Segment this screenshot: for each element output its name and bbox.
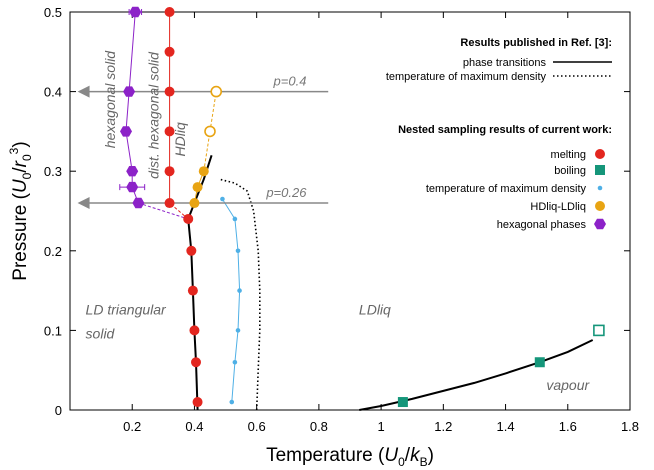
x-tick-label: 0.8	[310, 419, 328, 434]
region-label-solid: solid	[86, 325, 116, 341]
hexagonal-point	[129, 6, 142, 18]
x-axis-title: Temperature (U0/kB)	[266, 445, 434, 469]
x-tick-label: 1.6	[559, 419, 577, 434]
melting-point	[164, 86, 175, 97]
x-tick-label: 0.6	[248, 419, 266, 434]
legend-current-header: Nested sampling results of current work:	[398, 124, 612, 136]
published-transition-line	[359, 339, 594, 411]
legend: Results published in Ref. [3]: phase tran…	[386, 37, 612, 231]
y-tick-label: 0.2	[44, 244, 62, 259]
y-axis-title: Pressure (U0/r03)	[7, 141, 34, 280]
hexagonal-point	[126, 181, 139, 193]
legend-entry-phase-transitions: phase transitions	[463, 57, 547, 69]
hdliq-ldliq-point	[189, 198, 200, 209]
melting-point	[164, 166, 175, 177]
tmd-point	[220, 196, 225, 202]
x-tick-label: 1.4	[497, 419, 515, 434]
legend-entry: boiling	[554, 165, 586, 177]
hexagonal-point	[126, 166, 139, 177]
legend-symbol-tmd	[597, 185, 603, 191]
melting-point	[192, 397, 203, 408]
legend-symbol-hexagonal	[594, 218, 606, 230]
tmd-point	[232, 359, 238, 365]
legend-entry: temperature of maximum density	[426, 183, 587, 195]
melting-point	[189, 325, 200, 336]
legend-entry: hexagonal phases	[497, 219, 587, 231]
melting-point	[187, 285, 198, 296]
hdliq-ldliq-open-point	[210, 85, 223, 98]
pressure-arrowhead	[77, 197, 90, 210]
boiling-open-point	[593, 324, 605, 337]
y-tick-label: 0.4	[44, 85, 62, 100]
tmd-point	[237, 288, 242, 293]
hexagonal-link-line	[138, 202, 189, 220]
y-tick-label: 0	[55, 403, 62, 418]
tmd-point	[229, 399, 235, 405]
tmd-point	[235, 328, 241, 333]
tmd-point	[235, 248, 241, 254]
x-tick-label: 0.4	[185, 419, 203, 434]
region-label-hdliq: HDliq	[172, 122, 188, 156]
x-tick-label: 0.2	[123, 419, 141, 434]
pressure-arrowhead	[77, 85, 90, 98]
x-tick-label: 1	[377, 419, 384, 434]
melting-point	[164, 46, 175, 57]
legend-published-header: Results published in Ref. [3]:	[460, 37, 612, 49]
y-tick-label: 0.1	[44, 323, 62, 338]
boiling-point	[534, 357, 545, 368]
hdliq-ldliq-point	[198, 166, 209, 177]
legend-symbol-melting	[595, 149, 605, 159]
y-tick-label: 0.5	[44, 5, 62, 20]
x-tick-label: 1.8	[621, 419, 639, 434]
region-label-hexagonal-solid: hexagonal solid	[102, 50, 118, 149]
legend-symbol-hdliq-ldliq	[595, 201, 605, 211]
published-tmd-line	[219, 178, 261, 411]
tmd-point	[232, 216, 238, 222]
melting-point	[164, 7, 175, 17]
hdliq-ldliq-point	[192, 182, 203, 193]
pressure-line-label: p=0.4	[273, 74, 307, 89]
hexagonal-point	[132, 197, 145, 209]
boiling-point	[397, 397, 408, 408]
series-points	[119, 6, 605, 408]
legend-symbol-boiling	[595, 165, 605, 175]
melting-point	[164, 198, 175, 209]
pressure-line-label: p=0.26	[265, 185, 307, 200]
region-labels: hexagonal solid dist. hexagonal solid HDli…	[86, 50, 591, 393]
y-tick-label: 0.3	[44, 164, 62, 179]
region-label-dist-hexagonal-solid: dist. hexagonal solid	[146, 51, 162, 179]
melting-point	[191, 357, 201, 368]
hexagonal-point	[123, 86, 136, 97]
region-label-ld-triangular: LD triangular	[86, 301, 167, 317]
melting-point	[164, 126, 175, 137]
hdliq-ldliq-open-point	[204, 125, 216, 138]
legend-entry: HDliq-LDliq	[530, 201, 586, 213]
melting-point	[186, 245, 197, 256]
legend-entry-published-tmd: temperature of maximum density	[386, 71, 547, 83]
region-label-vapour: vapour	[546, 377, 590, 393]
melting-point	[183, 213, 194, 224]
region-label-ldliq: LDliq	[359, 301, 391, 317]
legend-entry: melting	[551, 149, 586, 161]
hexagonal-point	[120, 126, 132, 137]
x-tick-label: 1.2	[434, 419, 452, 434]
